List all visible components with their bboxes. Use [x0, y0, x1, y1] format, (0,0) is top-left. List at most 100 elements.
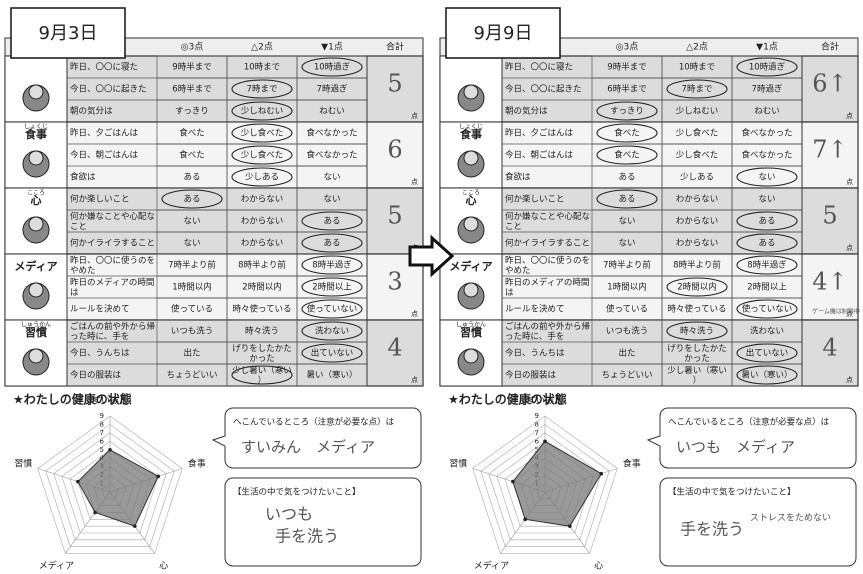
radar-point: [543, 439, 547, 444]
radar-ring: [45, 424, 175, 547]
circled-answer: [301, 343, 363, 363]
option: ない: [758, 173, 775, 183]
goal-prompt: 【生活の中で気をつけたいこと】: [233, 487, 361, 498]
section-ruby: しゅうかん: [456, 322, 486, 329]
option: 9時半まで: [172, 62, 211, 73]
radar-ring: [488, 432, 602, 541]
circled-answer: [736, 233, 798, 253]
option: いつも洗う: [606, 326, 649, 337]
option: ある: [183, 195, 200, 205]
radar-axis-label: 習慣: [14, 457, 32, 469]
option: ない: [618, 217, 635, 227]
total-unit: 点: [846, 112, 853, 120]
radar-axis-label: すいみん: [92, 395, 128, 406]
circled-answer: [301, 321, 363, 341]
date: 9月9日: [474, 23, 533, 44]
question: 何かイライラすること: [70, 238, 155, 249]
question: 何か楽しいこと: [505, 194, 565, 205]
total: 5: [387, 70, 402, 98]
illustration: [463, 348, 479, 364]
option: 10時過ぎ: [749, 62, 786, 73]
option: 少しある: [245, 173, 279, 183]
option: 少し食べた: [676, 128, 719, 139]
option: 暑い（寒い）: [306, 370, 357, 381]
option: 食べなかった: [741, 128, 792, 139]
radar-tick-label: 5: [535, 446, 539, 454]
radar-axis-label: 習慣: [449, 457, 467, 469]
question: 何か嫌なことや心配なこと: [70, 211, 155, 232]
goal-box: [659, 477, 857, 567]
question: 昨日、〇〇に寝た: [505, 62, 573, 73]
illustration: [28, 216, 44, 232]
option: 2時間以上: [747, 283, 787, 293]
option: すっきり: [610, 107, 644, 117]
question: 昨日のメディアの時間は: [505, 277, 589, 298]
section: [439, 121, 859, 189]
total: 6: [387, 136, 402, 164]
circled-answer: [736, 57, 798, 77]
option: 少し食べた: [241, 150, 284, 161]
radar-ring: [472, 415, 618, 554]
option: 7時半より前: [603, 260, 651, 271]
option: 9時半まで: [607, 62, 646, 73]
column-header: 合計: [821, 41, 839, 53]
question: 昨日のメディアの時間は: [70, 277, 154, 298]
illustration: [463, 84, 479, 100]
option: 1時間以内: [172, 282, 211, 293]
circled-answer: [736, 343, 798, 363]
section-label: メディア: [449, 259, 492, 273]
total: 4: [822, 334, 837, 362]
handwritten-goal: いつも: [265, 505, 313, 524]
option: 8時半過ぎ: [747, 260, 787, 271]
radar-axis-label: メディア: [474, 559, 509, 571]
option: 10時まで: [244, 63, 280, 73]
option: 10時過ぎ: [314, 62, 351, 73]
question: 今日、うんちは: [505, 348, 565, 359]
radar-axis-label: 食事: [188, 457, 206, 469]
section: [4, 121, 424, 189]
option: わからない: [676, 195, 719, 205]
option: 食べた: [179, 150, 205, 161]
option: わからない: [241, 195, 284, 205]
circled-answer: [666, 321, 728, 341]
option: 8時半より前: [673, 260, 721, 271]
question: ごはんの前や外から帰った時に、手を: [505, 321, 590, 342]
radar-tick-label: 7: [100, 429, 104, 437]
radar-shape: [512, 440, 602, 527]
radar-tick-label: 8: [100, 420, 104, 428]
circled-answer: [596, 189, 658, 209]
section: [4, 187, 424, 255]
radar-axis-label: すいみん: [527, 395, 563, 406]
circled-answer: [231, 101, 293, 121]
section-label: 習慣: [460, 325, 482, 339]
section-label: 食事: [25, 127, 47, 141]
option: ある: [183, 173, 200, 183]
circled-answer: [736, 365, 798, 385]
option: 食べなかった: [306, 128, 357, 139]
option: 出ていない: [746, 348, 789, 359]
question: 今日の服装は: [505, 370, 557, 381]
radar-axis-label: 心: [594, 560, 603, 571]
option: わからない: [241, 239, 284, 249]
circled-answer: [301, 57, 363, 77]
question: 昨日、〇〇に使うのをやめた: [505, 255, 590, 276]
radar-ring: [480, 424, 610, 547]
option: ある: [323, 239, 340, 249]
radar-point: [568, 524, 572, 528]
circled-answer: [301, 255, 363, 275]
illustration: [463, 216, 479, 232]
radar-tick-label: 9: [535, 412, 539, 420]
option: 8時半より前: [238, 260, 286, 271]
option: ある: [618, 173, 635, 183]
handwritten-goal: 手を洗う: [275, 527, 339, 546]
radar-point: [523, 517, 527, 522]
option: ちょうどいい: [166, 371, 217, 381]
option: ある: [758, 217, 775, 227]
total: 4↑: [812, 268, 847, 296]
total-unit: 点: [411, 178, 418, 186]
handwritten-answer: いつも メディア: [676, 438, 795, 456]
circled-answer: [301, 277, 363, 297]
section: [439, 187, 859, 255]
